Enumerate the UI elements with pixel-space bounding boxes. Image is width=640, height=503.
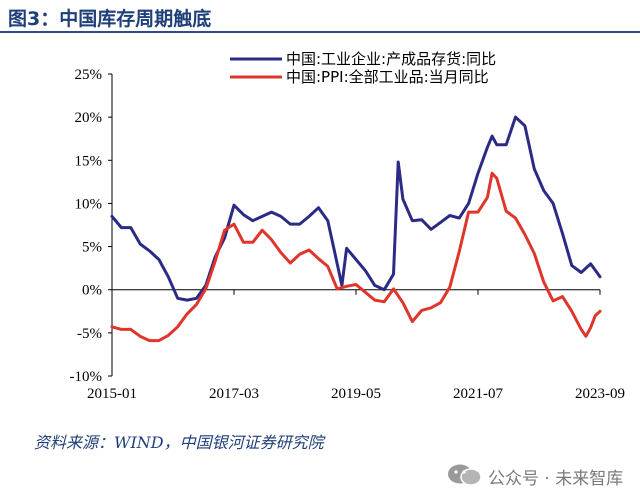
legend-label-1: 中国:工业企业:产成品存货:同比 xyxy=(286,50,496,68)
x-tick-label: 2023-09 xyxy=(575,386,625,402)
watermark: 公众号 · 未来智库 xyxy=(446,458,636,496)
source-note: 资料来源：WIND，中国银河证券研究院 xyxy=(34,433,324,452)
y-tick-label: -10% xyxy=(70,369,103,385)
x-tick-label: 2015-01 xyxy=(87,386,137,402)
page-title: 图3：中国库存周期触底 xyxy=(8,8,212,30)
series-line-1 xyxy=(110,115,602,302)
x-tick-label: 2019-05 xyxy=(331,386,381,402)
y-tick-label: -5% xyxy=(77,326,102,342)
chart: -10% -5% 0% 5% 10% 15% 20% 25% 2015-01 2017-03 201… xyxy=(70,50,626,402)
y-tick-label: 10% xyxy=(75,196,103,212)
y-tick-label: 5% xyxy=(82,240,102,256)
title-bar: 图3：中国库存周期触底 xyxy=(0,0,640,33)
wechat-icon xyxy=(448,464,482,486)
series-line-2 xyxy=(110,171,602,343)
legend-label-2: 中国:PPI:全部工业品:当月同比 xyxy=(286,68,489,86)
y-tick-label: 15% xyxy=(75,153,103,169)
x-tick-label: 2017-03 xyxy=(209,386,259,402)
y-tick-label: 25% xyxy=(75,67,103,83)
y-tick-label: 20% xyxy=(75,110,103,126)
x-tick-label: 2021-07 xyxy=(453,386,503,402)
watermark-text: 公众号 · 未来智库 xyxy=(488,469,624,489)
y-tick-label: 0% xyxy=(82,283,102,299)
title-rule xyxy=(0,31,640,33)
